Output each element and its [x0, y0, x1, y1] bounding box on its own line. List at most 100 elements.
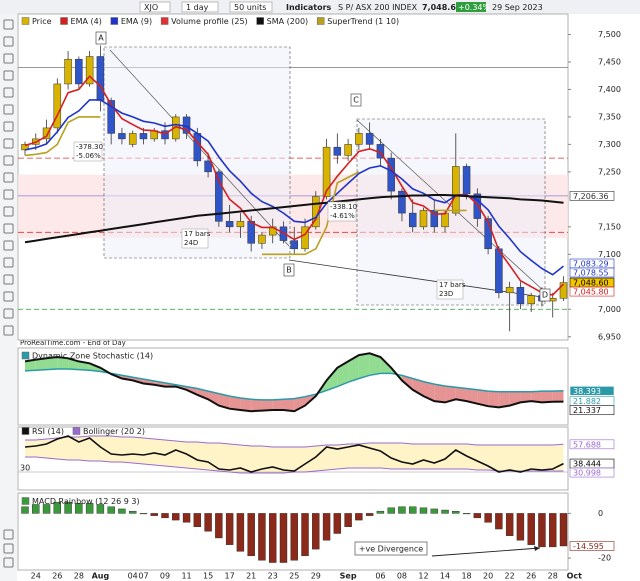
x-tick-label: 28: [548, 572, 558, 581]
tool-icon[interactable]: [3, 291, 14, 302]
legend-swatch[interactable]: [60, 17, 68, 25]
zone-fill: [46, 357, 58, 370]
units[interactable]: 50 units: [234, 3, 266, 12]
legend-swatch[interactable]: [21, 17, 30, 25]
x-tick-label: 12: [418, 572, 428, 581]
units-box[interactable]: [229, 1, 273, 13]
tool-icon[interactable]: [3, 172, 14, 183]
tool-icon[interactable]: [3, 70, 14, 81]
tool-icon[interactable]: [3, 308, 14, 319]
indicators-button[interactable]: Indicators: [286, 3, 332, 12]
tool-icon[interactable]: [3, 557, 14, 568]
candle-body: [473, 193, 482, 219]
source: ProRealTime.com - End of Day: [20, 339, 126, 347]
zone-fill: [218, 393, 230, 409]
legend-swatch[interactable]: [160, 17, 169, 25]
signal-line: [24, 368, 564, 401]
value-tag: [569, 267, 615, 278]
symbol-box[interactable]: [139, 1, 171, 13]
annotation-box: [327, 201, 357, 222]
value-tag-label: 38.444: [573, 460, 601, 469]
value-tag-label: 7,048.60: [573, 279, 609, 288]
candle-body: [139, 133, 148, 140]
histogram-bar: [527, 513, 535, 545]
zone-fill: [445, 386, 456, 403]
legend-swatch[interactable]: [21, 497, 30, 505]
candle-body: [236, 221, 245, 228]
tool-icon[interactable]: [3, 325, 14, 336]
histogram-bar: [333, 513, 342, 534]
arrow-head: [534, 546, 540, 551]
stochastic-line: [24, 352, 564, 413]
annotation-box: [539, 288, 551, 302]
y-tick-label: 7,350: [598, 112, 621, 121]
candle-body: [64, 58, 72, 85]
tool-icon[interactable]: [3, 138, 14, 149]
zone-fill: [509, 391, 521, 406]
annotation: 23D: [439, 290, 453, 298]
tool-icon[interactable]: [3, 206, 14, 217]
legend-swatch[interactable]: [110, 17, 119, 25]
tool-icon[interactable]: [3, 53, 14, 64]
left-toolbar: [0, 14, 17, 581]
legend-label[interactable]: Bollinger (20 2): [83, 427, 145, 436]
histogram-bar: [452, 510, 460, 514]
legend-label[interactable]: EMA (9): [121, 17, 152, 26]
legend-swatch[interactable]: [256, 17, 264, 25]
candle-body: [204, 160, 212, 173]
legend-label[interactable]: SuperTrend (1 10): [327, 17, 399, 26]
histogram-bar: [279, 513, 288, 563]
legend-label[interactable]: MACD Rainbow (12 26 9 3): [32, 497, 140, 506]
tool-icon[interactable]: [3, 189, 14, 200]
candle-body: [398, 190, 406, 214]
interval-box[interactable]: [181, 1, 219, 13]
tool-icon[interactable]: [3, 36, 14, 47]
zone-fill: [552, 390, 564, 402]
tool-icon[interactable]: [3, 223, 14, 234]
legend-label[interactable]: Volume profile (25): [171, 17, 248, 26]
zone-fill: [488, 391, 499, 408]
legend-label[interactable]: RSI (14): [32, 427, 64, 436]
tool-icon[interactable]: [3, 257, 14, 268]
candle-body: [118, 133, 126, 140]
y-tick-label: 7,250: [598, 167, 621, 176]
value-tag-label: 7,206.36: [573, 192, 609, 201]
value-tag-label: 7,083.29: [573, 260, 609, 269]
candle-body: [85, 56, 94, 85]
candle-body: [53, 83, 62, 129]
annotation: -5.06%: [76, 152, 101, 160]
legend-label[interactable]: SMA (200): [267, 17, 309, 26]
legend-label[interactable]: EMA (4): [71, 17, 102, 26]
annotation: -338.10: [330, 203, 357, 211]
tool-icon[interactable]: [3, 529, 14, 540]
tool-icon[interactable]: [3, 274, 14, 285]
tool-icon[interactable]: [3, 104, 14, 115]
candle-body: [355, 133, 363, 145]
tool-icon[interactable]: [3, 543, 14, 554]
interval[interactable]: 1 day: [186, 3, 209, 12]
legend-swatch[interactable]: [21, 351, 30, 360]
legend-swatch[interactable]: [72, 427, 81, 435]
histogram-bar: [215, 513, 223, 539]
y-tick-label: 7,400: [598, 85, 621, 94]
candle-body: [365, 133, 374, 145]
tool-icon[interactable]: [3, 240, 14, 251]
annotation: -378.30: [76, 143, 103, 151]
legend-swatch[interactable]: [316, 17, 325, 25]
y-tick-label: 7,000: [598, 305, 621, 314]
histogram-bar: [484, 513, 492, 523]
legend-label[interactable]: Price: [32, 17, 52, 26]
legend-swatch[interactable]: [21, 427, 30, 435]
histogram-bar: [225, 513, 234, 545]
candle-body: [225, 221, 234, 228]
histogram-bar: [419, 507, 428, 514]
tool-icon[interactable]: [3, 87, 14, 98]
tool-icon[interactable]: [3, 155, 14, 166]
annotation-box: [350, 93, 362, 107]
candle-body: [344, 144, 352, 156]
candle-body: [559, 282, 568, 299]
symbol[interactable]: XJO: [144, 3, 158, 12]
tool-icon[interactable]: [3, 19, 14, 30]
annotation: 24D: [184, 239, 198, 247]
tool-icon[interactable]: [3, 121, 14, 132]
